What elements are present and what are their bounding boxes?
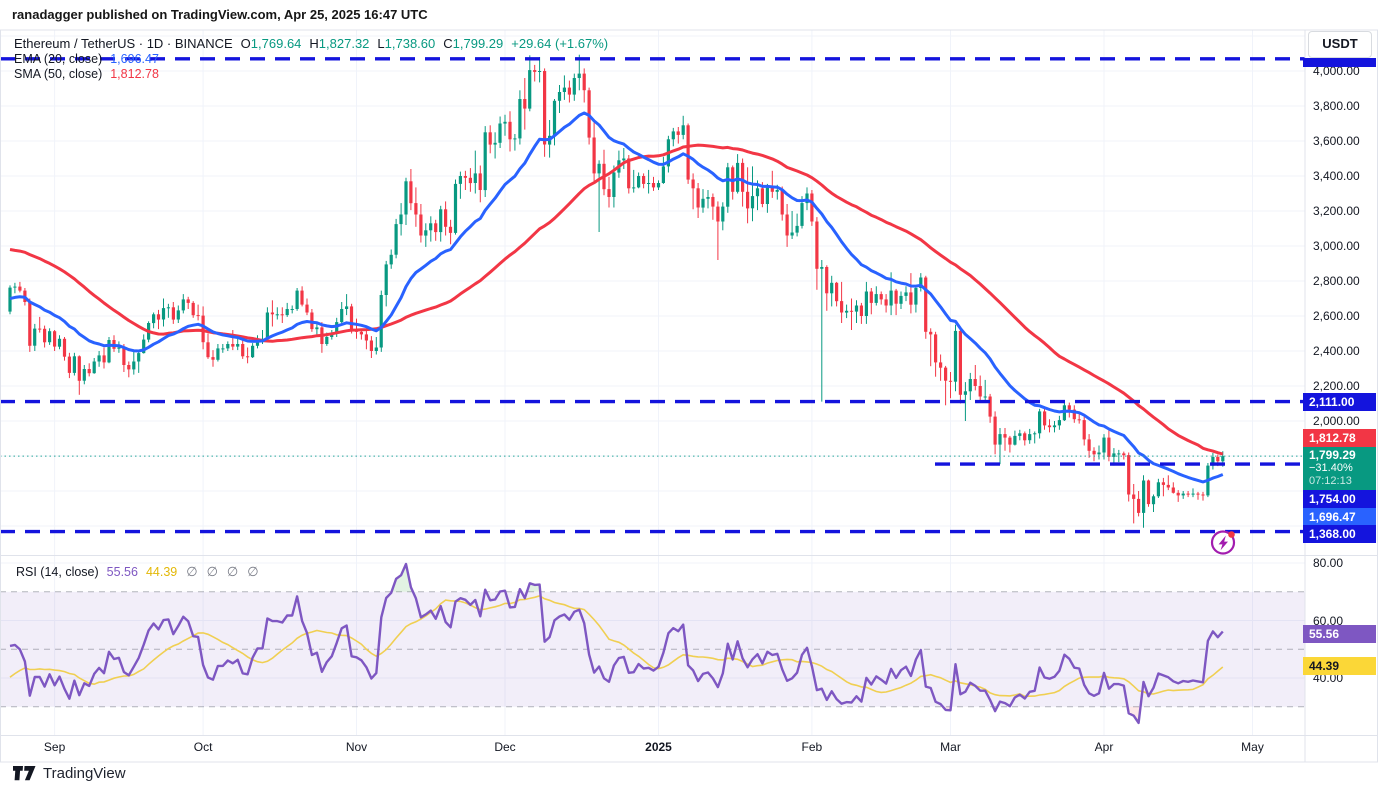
price-tick-label: 2,800.00 bbox=[1313, 274, 1360, 288]
rsi-placeholder-icon: ∅ bbox=[206, 564, 218, 579]
level-badge-1754: 1,754.00 bbox=[1303, 490, 1376, 508]
sma-price-badge: 1,812.78 bbox=[1303, 429, 1376, 447]
price-tick-label: 4,000.00 bbox=[1313, 64, 1360, 78]
symbol-legend: Ethereum / TetherUS · 1D · BINANCE O1,769… bbox=[14, 36, 608, 51]
time-tick-label: Sep bbox=[43, 740, 66, 754]
time-tick-label: Nov bbox=[345, 740, 368, 754]
ema-legend-value: 1,696.47 bbox=[110, 51, 159, 66]
price-tick-label: 3,800.00 bbox=[1313, 99, 1360, 113]
rsi-placeholder-icon: ∅ bbox=[186, 564, 198, 579]
open-value: 1,769.64 bbox=[250, 36, 302, 51]
time-tick-label: Mar bbox=[940, 740, 961, 754]
tradingview-logo-text: TradingView bbox=[43, 765, 126, 782]
price-tick-label: 2,400.00 bbox=[1313, 344, 1360, 358]
published-header: ranadagger published on TradingView.com,… bbox=[12, 7, 428, 22]
rsi-legend-label: RSI (14, close) bbox=[16, 565, 99, 579]
time-axis[interactable]: Sep Oct Nov Dec 2025 Feb Mar Apr May bbox=[0, 736, 1305, 762]
time-tick-label: Apr bbox=[1094, 740, 1114, 754]
ema-legend-row: EMA (20, close) 1,696.47 bbox=[14, 52, 159, 66]
ema-legend-label: EMA (20, close) bbox=[14, 51, 103, 66]
lightning-marker-icon bbox=[1210, 530, 1236, 555]
price-tick-label: 3,400.00 bbox=[1313, 169, 1360, 183]
time-tick-label: Feb bbox=[801, 740, 823, 754]
open-label: O bbox=[240, 36, 251, 51]
price-tick-label: 3,000.00 bbox=[1313, 239, 1360, 253]
price-axis[interactable]: 4,000.00 3,800.00 3,600.00 3,400.00 3,200.00… bbox=[1305, 30, 1378, 762]
level-badge-2111: 2,111.00 bbox=[1303, 393, 1376, 411]
price-tick-label: 2,200.00 bbox=[1313, 379, 1360, 393]
rsi-placeholder-icon: ∅ bbox=[247, 564, 259, 579]
price-tick-label: 3,600.00 bbox=[1313, 134, 1360, 148]
rsi-tick-label: 60.00 bbox=[1313, 613, 1344, 628]
clipped-level-badge bbox=[1303, 58, 1376, 67]
sma-legend-label: SMA (50, close) bbox=[14, 67, 103, 81]
rsi-legend-value: 55.56 bbox=[106, 565, 138, 579]
tradingview-logo-icon bbox=[13, 766, 36, 781]
price-tick-label: 2,000.00 bbox=[1313, 414, 1360, 428]
price-tick-label: 3,200.00 bbox=[1313, 204, 1360, 218]
bar-countdown: 07:12:13 bbox=[1309, 475, 1352, 487]
time-tick-label: Oct bbox=[193, 740, 213, 754]
close-label: C bbox=[443, 36, 453, 51]
sma-legend-value: 1,812.78 bbox=[110, 67, 159, 81]
time-tick-label: May bbox=[1241, 740, 1264, 754]
last-price-value: 1,799.29 bbox=[1309, 448, 1356, 462]
last-price-badge: 1,799.29 −31.40% 07:12:13 bbox=[1303, 447, 1376, 490]
rsi-value-badge: 55.56 bbox=[1303, 625, 1376, 643]
rsi-ma-value-badge: 44.39 bbox=[1303, 657, 1376, 675]
last-price-percent: −31.40% bbox=[1309, 462, 1353, 474]
price-tick-label: 2,600.00 bbox=[1313, 309, 1360, 323]
time-tick-label: Dec bbox=[494, 740, 516, 754]
tradingview-attribution[interactable]: TradingView bbox=[13, 765, 126, 782]
high-value: 1,827.32 bbox=[318, 36, 370, 51]
level-badge-1368: 1,368.00 bbox=[1303, 525, 1376, 543]
symbol-title: Ethereum / TetherUS · 1D · BINANCE bbox=[14, 36, 233, 51]
currency-unit-button[interactable]: USDT bbox=[1308, 31, 1372, 58]
sma-legend-row: SMA (50, close) 1,812.78 bbox=[14, 67, 159, 81]
rsi-legend-row: RSI (14, close) 55.56 44.39 ∅ ∅ ∅ ∅ bbox=[16, 564, 259, 580]
close-value: 1,799.29 bbox=[452, 36, 504, 51]
ema-price-badge: 1,696.47 bbox=[1303, 508, 1376, 526]
change-value: +29.64 (+1.67%) bbox=[511, 36, 609, 51]
rsi-tick-label: 80.00 bbox=[1313, 556, 1344, 570]
low-value: 1,738.60 bbox=[384, 36, 436, 51]
rsi-ma-legend-value: 44.39 bbox=[145, 565, 178, 579]
high-label: H bbox=[309, 36, 319, 51]
low-label: L bbox=[377, 36, 385, 51]
rsi-placeholder-icon: ∅ bbox=[226, 564, 239, 579]
time-tick-label: 2025 bbox=[645, 740, 672, 754]
